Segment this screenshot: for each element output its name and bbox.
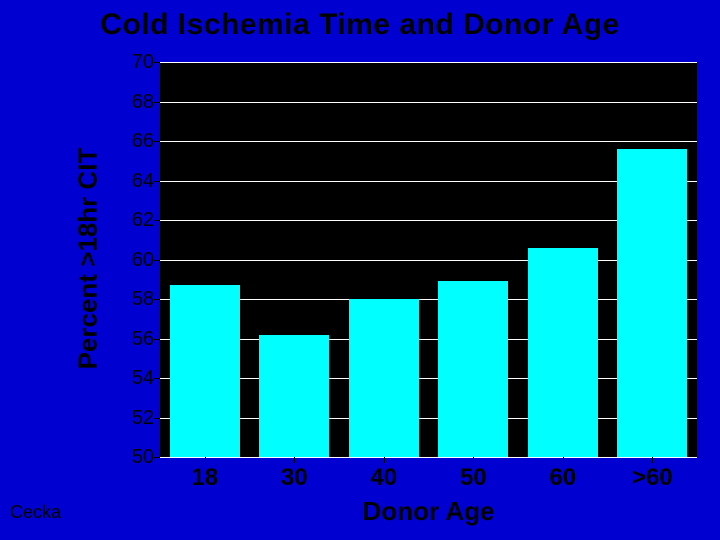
bar xyxy=(170,285,240,457)
ytick-label: 58 xyxy=(120,289,154,309)
chart-title: Cold Ischemia Time and Donor Age xyxy=(0,8,720,42)
ytick-label: 64 xyxy=(120,171,154,191)
xtick-label: >60 xyxy=(632,464,673,492)
bar xyxy=(438,281,508,457)
xtick-mark xyxy=(473,457,474,463)
bar xyxy=(259,335,329,457)
ytick-label: 56 xyxy=(120,329,154,349)
ytick-label: 70 xyxy=(120,52,154,72)
plot-area xyxy=(160,62,697,457)
ytick-label: 68 xyxy=(120,92,154,112)
ytick-mark xyxy=(154,260,160,261)
xtick-label: 40 xyxy=(370,464,397,492)
credit-text: Cecka xyxy=(10,502,61,523)
ytick-mark xyxy=(154,378,160,379)
ytick-mark xyxy=(154,220,160,221)
ytick-label: 66 xyxy=(120,131,154,151)
xtick-label: 60 xyxy=(549,464,576,492)
xtick-label: 50 xyxy=(460,464,487,492)
ytick-mark xyxy=(154,299,160,300)
ytick-mark xyxy=(154,102,160,103)
ytick-label: 52 xyxy=(120,408,154,428)
xtick-mark xyxy=(205,457,206,463)
ytick-label: 50 xyxy=(120,447,154,467)
ytick-mark xyxy=(154,181,160,182)
xtick-mark xyxy=(294,457,295,463)
y-axis-label: Percent >18hr CIT xyxy=(73,109,104,409)
x-axis-label: Donor Age xyxy=(160,496,697,527)
ytick-label: 62 xyxy=(120,210,154,230)
ytick-mark xyxy=(154,339,160,340)
ytick-mark xyxy=(154,141,160,142)
gridline xyxy=(160,457,697,458)
ytick-mark xyxy=(154,457,160,458)
ytick-label: 54 xyxy=(120,368,154,388)
xtick-mark xyxy=(563,457,564,463)
xtick-mark xyxy=(384,457,385,463)
xtick-label: 30 xyxy=(281,464,308,492)
ytick-label: 60 xyxy=(120,250,154,270)
xtick-mark xyxy=(652,457,653,463)
ytick-mark xyxy=(154,62,160,63)
slide-root: Cold Ischemia Time and Donor Age Percent… xyxy=(0,0,720,540)
xtick-label: 18 xyxy=(191,464,218,492)
bar xyxy=(617,149,687,457)
bars-layer xyxy=(160,62,697,457)
bar xyxy=(349,299,419,457)
bar xyxy=(528,248,598,457)
ytick-mark xyxy=(154,418,160,419)
